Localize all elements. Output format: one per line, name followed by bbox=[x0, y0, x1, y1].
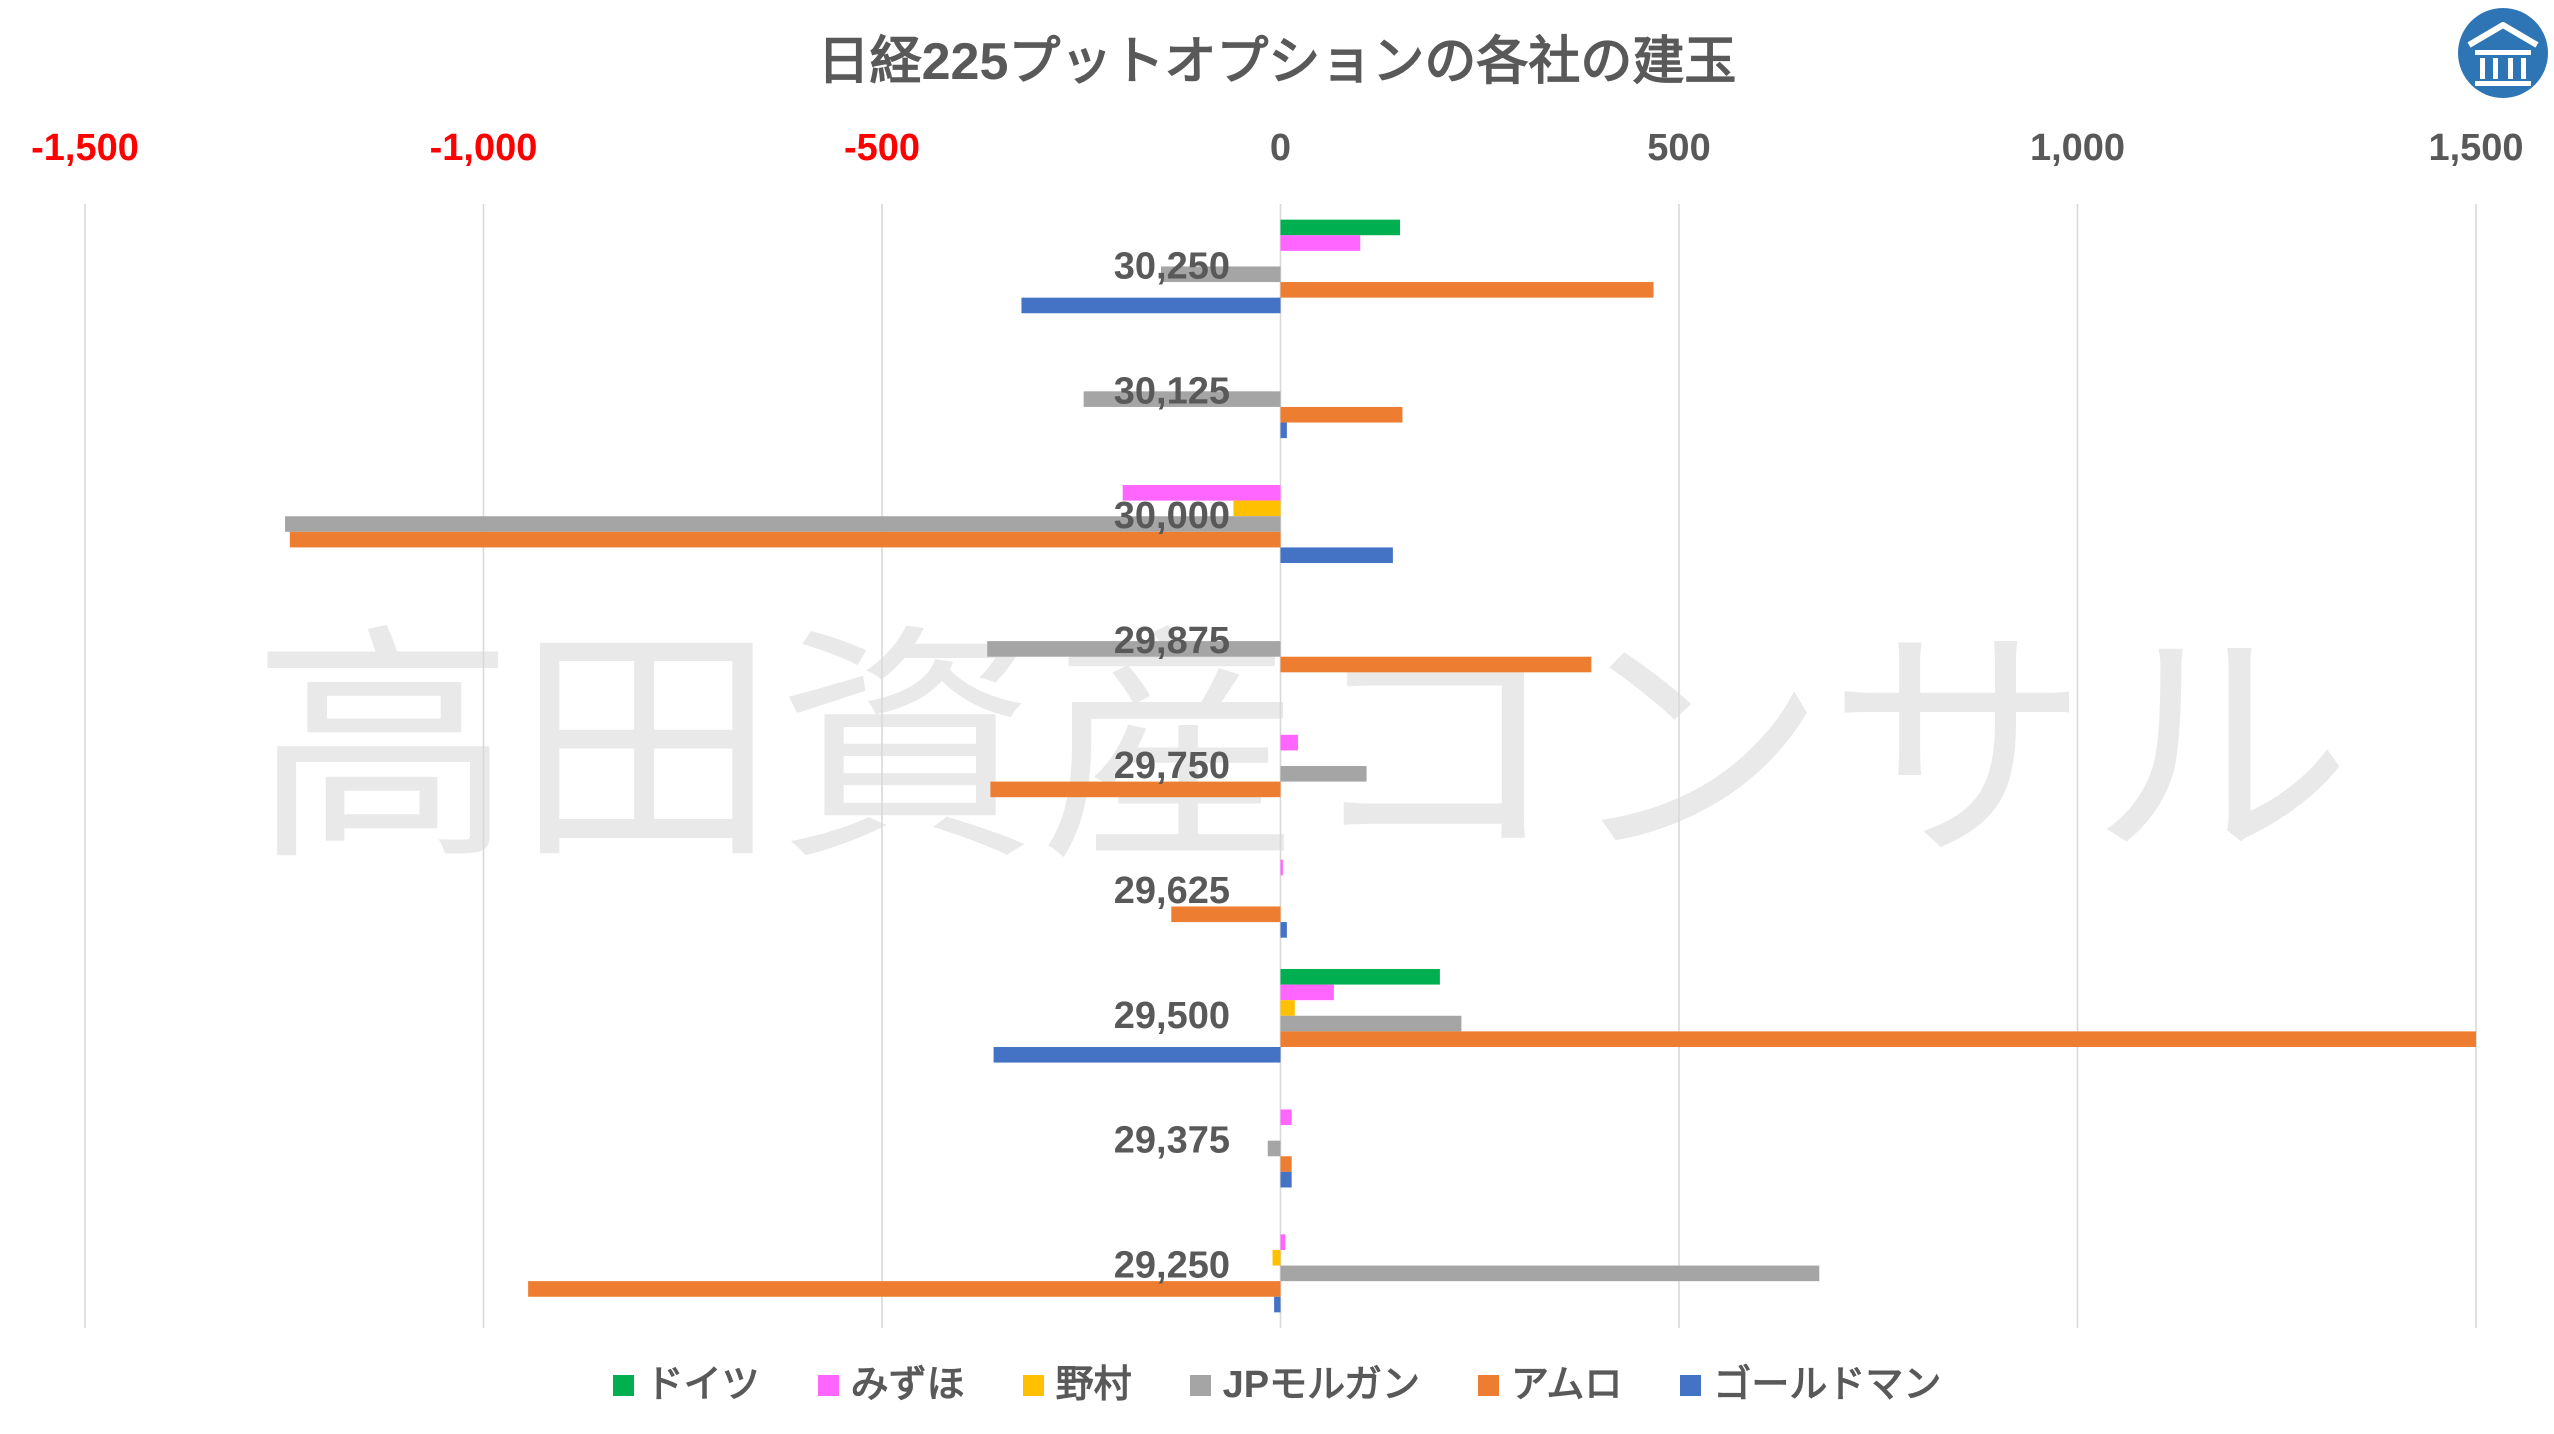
data-bar bbox=[1021, 297, 1281, 314]
data-bar bbox=[1280, 1000, 1295, 1016]
legend-label: JPモルガン bbox=[1222, 1364, 1421, 1406]
logo-pillar bbox=[2521, 58, 2526, 79]
data-bar bbox=[1274, 1296, 1281, 1313]
data-bar bbox=[1280, 766, 1367, 782]
x-tick-label: 1,000 bbox=[2030, 127, 2125, 169]
data-bar bbox=[1280, 422, 1287, 439]
category-label: 29,375 bbox=[1114, 1120, 1230, 1162]
category-label: 29,625 bbox=[1114, 870, 1230, 912]
legend-swatch bbox=[1022, 1374, 1044, 1396]
data-bar bbox=[1122, 485, 1281, 501]
legend-swatch bbox=[1189, 1374, 1211, 1396]
data-bar bbox=[987, 641, 1281, 657]
data-bar bbox=[1272, 1249, 1281, 1266]
legend-item: みずほ bbox=[817, 1364, 965, 1406]
data-bar bbox=[1280, 1156, 1292, 1172]
data-bar bbox=[1171, 906, 1281, 923]
category-label: 29,250 bbox=[1114, 1245, 1230, 1287]
data-bar bbox=[993, 1046, 1281, 1063]
logo-pillar bbox=[2493, 58, 2498, 79]
data-bar bbox=[1280, 734, 1299, 751]
data-bar bbox=[1280, 1031, 2476, 1047]
legend-swatch bbox=[612, 1374, 634, 1396]
data-bar bbox=[1280, 1265, 1820, 1282]
legend-label: ドイツ bbox=[645, 1364, 760, 1406]
legend-swatch bbox=[1478, 1374, 1500, 1396]
category-label: 29,875 bbox=[1114, 620, 1230, 662]
x-tick-label: -1,500 bbox=[31, 127, 139, 169]
legend-item: 野村 bbox=[1022, 1364, 1132, 1406]
data-bar bbox=[1280, 1234, 1286, 1250]
category-label: 29,500 bbox=[1114, 995, 1230, 1037]
data-bar bbox=[1280, 968, 1440, 985]
data-bar bbox=[990, 781, 1281, 798]
data-bar bbox=[1280, 1171, 1292, 1188]
data-bar bbox=[1233, 500, 1281, 517]
data-bar bbox=[1280, 219, 1401, 236]
watermark: 高田資産コンサル bbox=[252, 610, 2352, 889]
x-tick-label: -1,000 bbox=[430, 127, 538, 169]
data-bar bbox=[285, 516, 1281, 532]
bars bbox=[285, 219, 2476, 1313]
watermark-text: 高田資産コンサル bbox=[252, 610, 2352, 889]
logo-pillar bbox=[2480, 58, 2485, 79]
legend: ドイツ みずほ 野村 JPモルガン アムロ ゴールドマン bbox=[0, 1360, 2554, 1410]
data-bar bbox=[289, 531, 1281, 548]
legend-item: JPモルガン bbox=[1189, 1364, 1421, 1406]
data-bar bbox=[1280, 1015, 1462, 1032]
legend-label: 野村 bbox=[1055, 1364, 1132, 1406]
logo-pillar bbox=[2508, 58, 2513, 79]
data-bar bbox=[1267, 1140, 1281, 1157]
data-bar bbox=[1280, 547, 1393, 564]
data-bar bbox=[1280, 1109, 1292, 1126]
legend-label: アムロ bbox=[1511, 1364, 1623, 1406]
legend-item: ゴールドマン bbox=[1680, 1366, 1941, 1404]
data-bar bbox=[1280, 859, 1283, 876]
data-bar bbox=[1280, 656, 1592, 673]
chart-title: 日経225プットオプションの各社の建玉 bbox=[818, 33, 1737, 91]
data-bar bbox=[528, 1281, 1281, 1297]
legend-swatch bbox=[1680, 1374, 1702, 1396]
category-label: 30,125 bbox=[1114, 370, 1230, 412]
legend-swatch bbox=[817, 1374, 839, 1396]
legend-label: ゴールドマン bbox=[1713, 1364, 1942, 1406]
legend-label: みずほ bbox=[850, 1364, 965, 1406]
x-tick-label: -500 bbox=[844, 127, 920, 169]
category-label: 30,250 bbox=[1114, 245, 1230, 287]
logo-beam bbox=[2475, 50, 2531, 55]
data-bar bbox=[1083, 391, 1281, 407]
data-bar bbox=[1160, 266, 1281, 283]
category-label: 29,750 bbox=[1114, 745, 1230, 787]
legend-item: アムロ bbox=[1478, 1366, 1622, 1404]
category-axis: 30,250 30,125 30,000 29,875 29,750 29,625 29,5… bbox=[1114, 245, 1230, 1286]
category-label: 30,000 bbox=[1114, 495, 1230, 537]
x-tick-label: 500 bbox=[1647, 127, 1710, 169]
logo-base bbox=[2475, 81, 2531, 86]
logo-icon bbox=[2458, 8, 2548, 98]
x-tick-label: 1,500 bbox=[2428, 127, 2523, 169]
x-tick-label: 0 bbox=[1270, 127, 1291, 169]
data-bar bbox=[1280, 406, 1403, 423]
data-bar bbox=[1280, 235, 1361, 251]
logo-roof bbox=[2467, 22, 2539, 48]
legend-item: ドイツ bbox=[612, 1364, 760, 1406]
data-bar bbox=[1280, 922, 1287, 938]
data-bar bbox=[1280, 984, 1334, 1001]
data-bar bbox=[1280, 282, 1654, 298]
x-axis: -1,500 -1,000 -500 0 500 1,000 1,500 bbox=[31, 127, 2523, 169]
